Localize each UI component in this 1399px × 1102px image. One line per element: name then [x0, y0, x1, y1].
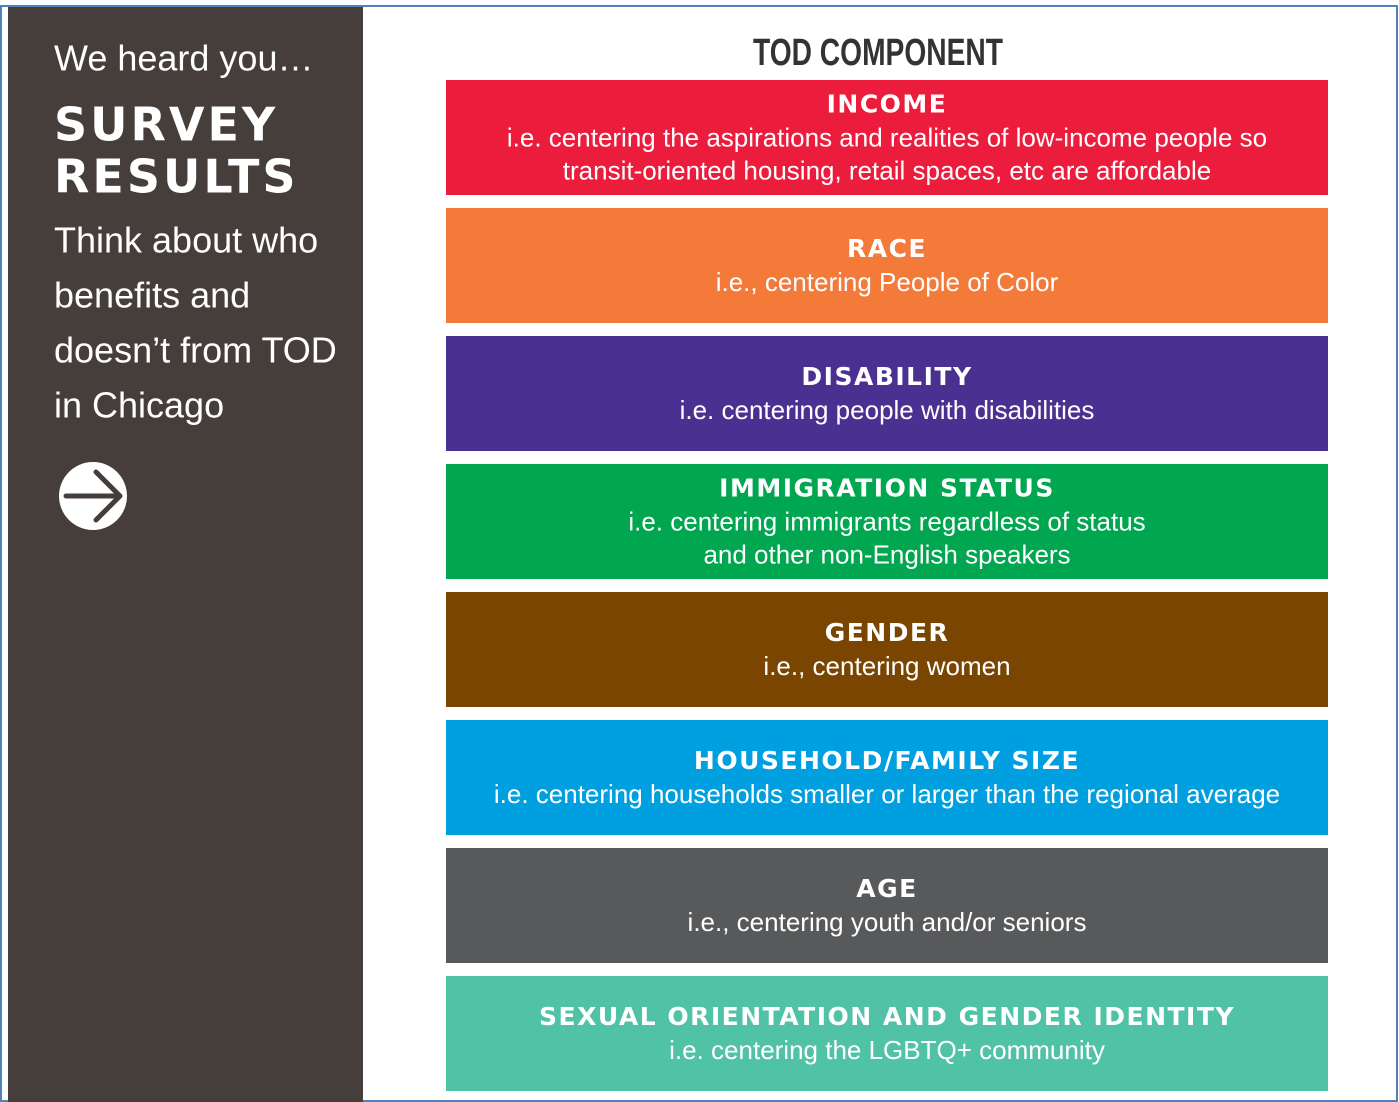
component-title: SEXUAL ORIENTATION AND GENDER IDENTITY: [539, 1002, 1235, 1031]
component-title: DISABILITY: [801, 362, 972, 391]
sidebar-heading: RESULTS: [54, 150, 299, 204]
sidebar-body: in Chicago: [54, 385, 224, 426]
component-description: transit-oriented housing, retail spaces,…: [563, 155, 1211, 185]
component-box: [446, 336, 1328, 451]
component-box: [446, 208, 1328, 323]
component-title: INCOME: [827, 90, 948, 119]
component-box: [446, 592, 1328, 707]
component-title: HOUSEHOLD/FAMILY SIZE: [694, 746, 1080, 775]
component-box: [446, 976, 1328, 1091]
component-description: i.e. centering households smaller or lar…: [494, 779, 1280, 809]
sidebar-body: benefits and: [54, 275, 250, 316]
component-description: i.e., centering People of Color: [716, 267, 1059, 297]
component-title: RACE: [847, 234, 927, 263]
component-box: [446, 464, 1328, 579]
component-box: [446, 80, 1328, 195]
sidebar: [8, 7, 363, 1102]
component-description: i.e., centering youth and/or seniors: [688, 907, 1087, 937]
component-description: i.e. centering people with disabilities: [680, 395, 1095, 425]
component-title: GENDER: [825, 618, 950, 647]
components: INCOME i.e. centering the aspirations and…: [446, 80, 1328, 1091]
component-box: [446, 848, 1328, 963]
sidebar-body: doesn’t from TOD: [54, 330, 337, 371]
sidebar-intro: We heard you…: [54, 38, 313, 79]
component-title: AGE: [856, 874, 917, 903]
header-title: TOD COMPONENT: [753, 32, 1003, 74]
component-description: i.e., centering women: [763, 651, 1010, 681]
arrow-icon: [59, 462, 127, 530]
component-title: IMMIGRATION STATUS: [719, 474, 1055, 503]
component-box: [446, 720, 1328, 835]
component-description: i.e. centering the LGBTQ+ community: [669, 1035, 1105, 1065]
sidebar-body: Think about who: [54, 220, 318, 261]
sidebar-heading: SURVEY: [54, 98, 278, 152]
component-description: and other non-English speakers: [703, 539, 1070, 569]
component-description: i.e. centering immigrants regardless of …: [628, 506, 1145, 536]
component-description: i.e. centering the aspirations and reali…: [507, 122, 1267, 152]
